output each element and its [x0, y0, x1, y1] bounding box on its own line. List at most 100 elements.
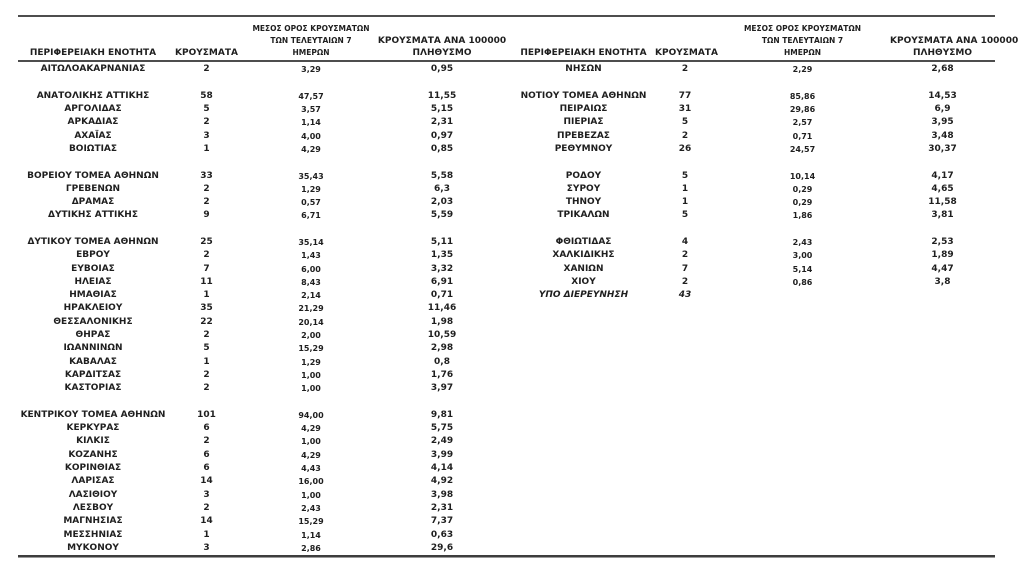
- table-row: ΚΟΡΙΝΘΙΑΣ 6 4,43 4,14: [18, 462, 507, 475]
- cases-cell: 1: [203, 529, 210, 540]
- avg7-cell: 0,29: [792, 198, 813, 208]
- cases-cell: 14: [200, 476, 213, 487]
- column-header-avg7-line1: ΜΕΣΟΣ ΟΡΟΣ ΚΡΟΥΣΜΑΤΩΝ: [252, 24, 370, 33]
- avg7-cell: 4,43: [301, 464, 321, 474]
- table-row: ΜΥΚΟΝΟΥ 3 2,86 29,6: [18, 542, 507, 555]
- column-header-avg7: ΜΕΣΟΣ ΟΡΟΣ ΚΡΟΥΣΜΑΤΩΝ ΤΩΝ ΤΕΛΕΥΤΑΙΩΝ 7 Η…: [715, 23, 890, 60]
- per100k-cell: 2,53: [931, 237, 954, 247]
- avg7-cell: 4,29: [301, 144, 321, 154]
- column-header-per100k-line1: ΚΡΟΥΣΜΑΤΑ ΑΝΑ 100000: [377, 36, 507, 46]
- region-cell: ΕΥΒΟΙΑΣ: [71, 263, 115, 274]
- per100k-cell: 5,75: [430, 423, 454, 434]
- region-cell: ΤΗΝΟΥ: [565, 197, 602, 208]
- region-cell: ΡΕΘΥΜΝΟΥ: [554, 143, 613, 154]
- region-cell: ΑΡΓΟΛΙΔΑΣ: [64, 104, 122, 115]
- column-header-cases: ΚΡΟΥΣΜΑΤΑ: [655, 48, 718, 58]
- cases-cell: 9: [203, 210, 210, 221]
- per100k-cell: 3,98: [430, 489, 454, 500]
- avg7-cell: 2,57: [792, 118, 813, 128]
- cases-cell: 7: [681, 263, 689, 274]
- column-header-region: ΠΕΡΙΦΕΡΕΙΑΚΗ ΕΝΟΤΗΤΑ: [29, 48, 157, 58]
- region-cell: ΑΙΤΩΛΟΑΚΑΡΝΑΝΙΑΣ: [40, 64, 146, 75]
- region-cell: ΛΑΡΙΣΑΣ: [71, 476, 115, 487]
- cases-cell: 2: [203, 250, 210, 261]
- avg7-cell: 1,14: [301, 118, 321, 128]
- cases-cell: 3: [203, 542, 210, 553]
- avg7-cell: 94,00: [298, 410, 324, 420]
- table-row: ΚΑΣΤΟΡΙΑΣ 2 1,00 3,97: [18, 382, 507, 395]
- table-row: ΤΗΝΟΥ 1 0,29 11,58: [512, 196, 995, 209]
- cases-cell: 25: [200, 237, 213, 247]
- per100k-cell: 0,85: [430, 143, 454, 154]
- table-row: ΣΥΡΟΥ 1 0,29 4,65: [512, 183, 995, 196]
- table-row: ΥΠΟ ΔΙΕΡΕΥΝΗΣΗ 43: [512, 289, 995, 302]
- spacer-row: [18, 395, 507, 408]
- region-cell: ΒΟΙΩΤΙΑΣ: [68, 143, 118, 154]
- table-row: ΗΛΕΙΑΣ 11 8,43 6,91: [18, 276, 507, 289]
- per100k-cell: 3,99: [430, 449, 454, 460]
- column-header-avg7-line2: ΤΩΝ ΤΕΛΕΥΤΑΙΩΝ 7: [270, 36, 352, 45]
- per100k-cell: 4,17: [931, 170, 954, 181]
- table-row: ΚΙΛΚΙΣ 2 1,00 2,49: [18, 435, 507, 448]
- per100k-cell: 29,6: [430, 542, 454, 553]
- cases-cell: 2: [203, 383, 210, 394]
- region-cell: ΔΥΤΙΚΗΣ ΑΤΤΙΚΗΣ: [47, 210, 138, 221]
- per100k-cell: 4,47: [931, 263, 954, 274]
- table-row: ΑΝΑΤΟΛΙΚΗΣ ΑΤΤΙΚΗΣ 58 47,57 11,55: [18, 90, 507, 103]
- region-cell: ΚΟΡΙΝΘΙΑΣ: [64, 463, 122, 474]
- avg7-cell: 0,29: [792, 184, 813, 194]
- per100k-cell: 6,9: [934, 104, 951, 115]
- per100k-cell: 4,65: [931, 183, 954, 194]
- regions-table-right: ΠΕΡΙΦΕΡΕΙΑΚΗ ΕΝΟΤΗΤΑ ΚΡΟΥΣΜΑΤΑ ΜΕΣΟΣ ΟΡΟ…: [512, 20, 1018, 302]
- region-cell: ΔΥΤΙΚΟΥ ΤΟΜΕΑ ΑΘΗΝΩΝ: [27, 237, 159, 247]
- avg7-cell: 20,14: [298, 317, 324, 327]
- table-row: ΒΟΡΕΙΟΥ ΤΟΜΕΑ ΑΘΗΝΩΝ 33 35,43 5,58: [18, 169, 507, 182]
- avg7-cell: 35,14: [298, 238, 324, 247]
- table-row: ΚΕΡΚΥΡΑΣ 6 4,29 5,75: [18, 422, 507, 435]
- region-cell: ΕΒΡΟΥ: [76, 250, 110, 261]
- avg7-cell: 3,00: [792, 251, 813, 261]
- region-cell: ΑΝΑΤΟΛΙΚΗΣ ΑΤΤΙΚΗΣ: [36, 90, 150, 101]
- per100k-cell: 0,71: [430, 290, 454, 301]
- cases-cell: 5: [203, 104, 210, 115]
- cases-cell: 11: [200, 276, 213, 287]
- column-header-avg7-line3: ΗΜΕΡΩΝ: [292, 48, 330, 57]
- region-cell: ΜΑΓΝΗΣΙΑΣ: [63, 516, 123, 527]
- table-row: ΙΩΑΝΝΙΝΩΝ 5 15,29 2,98: [18, 342, 507, 355]
- avg7-cell: 3,57: [301, 105, 321, 115]
- region-cell: ΘΗΡΑΣ: [75, 330, 111, 341]
- column-header-per100k: ΚΡΟΥΣΜΑΤΑ ΑΝΑ 100000 ΠΛΗΘΥΣΜΟ: [377, 35, 507, 60]
- avg7-cell: 1,00: [301, 490, 321, 500]
- avg7-cell: 6,71: [301, 211, 321, 221]
- cases-cell: 4: [681, 237, 689, 247]
- avg7-cell: 0,71: [792, 131, 813, 141]
- table-row: ΧΑΛΚΙΔΙΚΗΣ 2 3,00 1,89: [512, 249, 995, 262]
- per100k-cell: 3,48: [931, 130, 954, 141]
- per100k-cell: 2,03: [430, 197, 454, 208]
- table-row: ΡΟΔΟΥ 5 10,14 4,17: [512, 169, 995, 182]
- avg7-cell: 1,00: [301, 370, 321, 380]
- per100k-cell: 9,81: [430, 409, 454, 420]
- avg7-cell: 2,86: [301, 543, 321, 553]
- region-cell: ΠΡΕΒΕΖΑΣ: [557, 130, 610, 141]
- cases-cell: 6: [203, 449, 210, 460]
- region-cell: ΠΕΙΡΑΙΩΣ: [559, 104, 608, 115]
- table-row: ΤΡΙΚΑΛΩΝ 5 1,86 3,81: [512, 209, 995, 222]
- avg7-cell: 24,57: [789, 144, 816, 154]
- per100k-cell: 1,35: [430, 250, 454, 261]
- region-cell: ΗΡΑΚΛΕΙΟΥ: [63, 303, 123, 314]
- per100k-cell: 7,37: [430, 516, 454, 527]
- per100k-cell: 3,32: [430, 263, 454, 274]
- cases-cell: 1: [203, 356, 210, 367]
- cases-cell: 35: [200, 303, 213, 314]
- cases-cell: 2: [203, 197, 210, 208]
- avg7-cell: 35,43: [298, 171, 324, 181]
- region-cell: ΚΟΖΑΝΗΣ: [68, 449, 118, 460]
- table-row: ΛΕΣΒΟΥ 2 2,43 2,31: [18, 502, 507, 515]
- per100k-cell: 2,68: [931, 64, 954, 75]
- per100k-cell: 2,31: [430, 502, 454, 513]
- table-row: ΔΥΤΙΚΗΣ ΑΤΤΙΚΗΣ 9 6,71 5,59: [18, 209, 507, 222]
- cases-cell: 2: [203, 502, 210, 513]
- column-header-avg7-line3: ΗΜΕΡΩΝ: [783, 48, 821, 57]
- column-header-avg7-line2: ΤΩΝ ΤΕΛΕΥΤΑΙΩΝ 7: [761, 36, 844, 45]
